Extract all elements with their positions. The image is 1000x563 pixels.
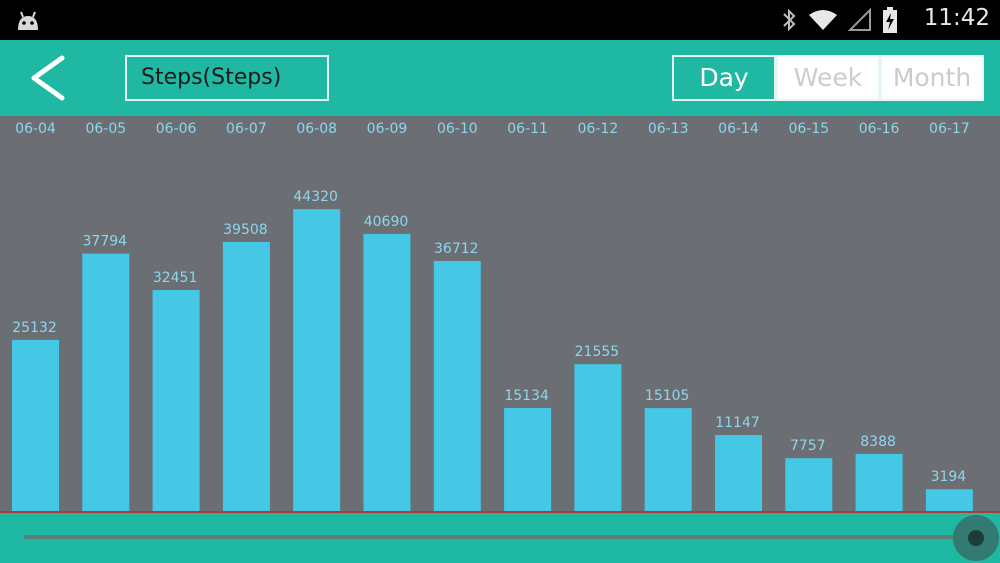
- chevron-left-icon: [31, 55, 65, 101]
- x-tick-label: 06-08: [296, 121, 337, 137]
- toolbar: Steps(Steps) Day Week Month: [0, 40, 1000, 116]
- x-tick-label: 06-04: [15, 121, 56, 137]
- steps-bar-chart: 06-04 25132 06-05 37794 06-06 32451 06-07 39508…: [12, 121, 973, 511]
- signal-icon: [848, 8, 871, 31]
- tab-day[interactable]: Day: [672, 55, 776, 101]
- bar-value-label: 11147: [715, 415, 760, 431]
- wifi-icon: [809, 10, 837, 30]
- bar-value-label: 37794: [83, 234, 128, 250]
- bar[interactable]: [855, 453, 903, 511]
- timeline-slider-thumb[interactable]: [953, 515, 999, 561]
- bar-value-label: 15134: [504, 388, 549, 404]
- x-tick-label: 06-05: [85, 121, 126, 137]
- bar[interactable]: [12, 339, 59, 511]
- bar-value-label: 32451: [153, 270, 198, 286]
- bar[interactable]: [785, 458, 833, 511]
- android-icon: [18, 11, 38, 30]
- bottom-bar: [0, 513, 1000, 563]
- x-tick-label: 06-07: [226, 121, 267, 137]
- x-tick-label: 06-15: [788, 121, 829, 137]
- bar-value-label: 36712: [434, 241, 479, 257]
- bar[interactable]: [293, 209, 341, 511]
- bar[interactable]: [715, 435, 762, 511]
- tab-month[interactable]: Month: [880, 55, 984, 101]
- bar-value-label: 44320: [293, 189, 338, 205]
- bar-value-label: 25132: [12, 320, 57, 336]
- x-tick-label: 06-14: [718, 121, 759, 137]
- x-tick-label: 06-10: [437, 121, 478, 137]
- battery-charging-icon: [883, 7, 897, 33]
- bar[interactable]: [363, 233, 411, 511]
- x-tick-label: 06-06: [156, 121, 197, 137]
- bar-value-label: 3194: [931, 469, 967, 485]
- bar-value-label: 21555: [575, 344, 620, 360]
- timeline-slider-track[interactable]: [24, 535, 976, 539]
- bar-value-label: 15105: [645, 388, 690, 404]
- period-selector: Day Week Month: [672, 55, 984, 101]
- bar[interactable]: [222, 241, 270, 511]
- chart-baseline: [0, 511, 1000, 513]
- bar[interactable]: [152, 289, 200, 511]
- back-button[interactable]: [26, 54, 70, 102]
- bar-value-label: 8388: [860, 434, 896, 450]
- x-tick-label: 06-17: [929, 121, 970, 137]
- steps-chart: 06-04 25132 06-05 37794 06-06 32451 06-07 39508…: [0, 116, 1000, 513]
- bluetooth-icon: [783, 8, 796, 32]
- slider-thumb-dot: [968, 530, 984, 546]
- bar[interactable]: [574, 364, 622, 511]
- bar[interactable]: [433, 260, 481, 511]
- x-tick-label: 06-12: [578, 121, 619, 137]
- x-tick-label: 06-09: [367, 121, 408, 137]
- bar-value-label: 39508: [223, 222, 268, 238]
- bar-value-label: 7757: [790, 438, 826, 454]
- x-tick-label: 06-13: [648, 121, 689, 137]
- bar[interactable]: [644, 408, 692, 511]
- tab-week[interactable]: Week: [776, 55, 880, 101]
- bar[interactable]: [82, 253, 130, 511]
- metric-title[interactable]: Steps(Steps): [125, 55, 329, 101]
- clock: 11:42: [923, 5, 990, 31]
- x-tick-label: 06-16: [859, 121, 900, 137]
- bar[interactable]: [925, 489, 973, 511]
- bar-value-label: 40690: [364, 214, 409, 230]
- x-tick-label: 06-11: [507, 121, 548, 137]
- status-bar: 11:42: [0, 0, 1000, 40]
- bar[interactable]: [504, 407, 552, 511]
